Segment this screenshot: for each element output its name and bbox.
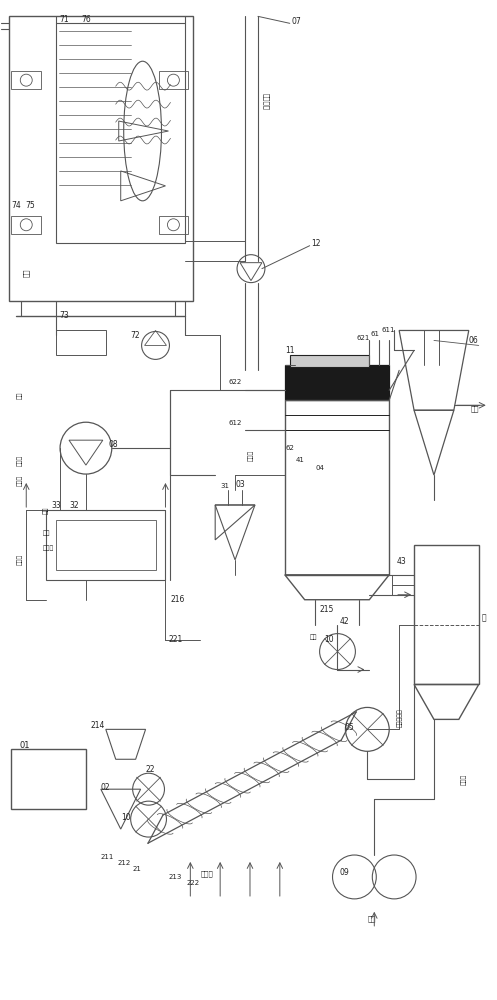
Text: 22: 22	[146, 765, 155, 774]
Bar	[56, 330, 106, 355]
Bar	[414, 545, 479, 684]
Text: 31: 31	[220, 483, 229, 489]
Text: 71: 71	[59, 15, 69, 24]
Text: 72: 72	[131, 331, 140, 340]
Text: 05: 05	[344, 723, 354, 732]
Bar	[285, 400, 389, 575]
Text: 75: 75	[25, 201, 35, 210]
Text: 07: 07	[292, 17, 302, 26]
Text: 空气: 空气	[367, 916, 376, 922]
Text: 215: 215	[320, 605, 334, 614]
Text: 热烟气: 热烟气	[17, 454, 23, 466]
Bar	[46, 510, 166, 580]
Text: 611: 611	[381, 327, 395, 333]
Bar	[11, 749, 86, 809]
Text: 热烟气: 热烟气	[17, 554, 23, 565]
Bar	[159, 71, 188, 89]
Bar	[290, 355, 369, 367]
Text: 216: 216	[170, 595, 185, 604]
Text: 热烟气: 热烟气	[248, 450, 253, 461]
Bar	[11, 71, 41, 89]
Text: 06: 06	[469, 336, 479, 345]
Text: 62: 62	[286, 445, 295, 451]
Bar	[159, 216, 188, 234]
Bar	[11, 216, 41, 234]
Text: 燃气: 燃气	[23, 268, 30, 277]
Text: 42: 42	[339, 617, 349, 626]
Text: 21: 21	[133, 866, 142, 872]
Text: 04: 04	[316, 465, 325, 471]
Text: 221: 221	[168, 635, 183, 644]
Text: 32: 32	[69, 501, 79, 510]
Text: 01: 01	[19, 741, 30, 750]
Text: 热烟气: 热烟气	[43, 545, 54, 551]
Text: 12: 12	[312, 239, 321, 248]
Polygon shape	[285, 365, 389, 400]
Bar	[56, 23, 185, 243]
Text: 11: 11	[285, 346, 294, 355]
Text: 热烟气: 热烟气	[200, 871, 213, 877]
Text: 燃气: 燃气	[43, 506, 49, 514]
Text: 74: 74	[11, 201, 21, 210]
Text: 222: 222	[186, 880, 199, 886]
Text: 621: 621	[356, 335, 370, 341]
Text: 10: 10	[325, 635, 334, 644]
Text: 76: 76	[81, 15, 90, 24]
Text: 燃气: 燃气	[43, 530, 51, 536]
Text: 08: 08	[109, 440, 118, 449]
Text: 03: 03	[235, 480, 245, 489]
Text: 飞灰: 飞灰	[471, 405, 479, 412]
Text: 炉: 炉	[482, 613, 486, 622]
Text: 214: 214	[91, 721, 105, 730]
Text: 10: 10	[121, 813, 130, 822]
Text: 炭渣: 炭渣	[310, 635, 317, 640]
Text: 热烟气: 热烟气	[17, 474, 23, 486]
Text: 热烟气: 热烟气	[461, 774, 466, 785]
Text: 211: 211	[101, 854, 114, 860]
Text: 43: 43	[396, 557, 406, 566]
Text: 212: 212	[118, 860, 131, 866]
Text: 61: 61	[370, 331, 379, 337]
Text: 09: 09	[339, 868, 349, 877]
Text: 622: 622	[228, 379, 242, 385]
Text: 锅炉给水: 锅炉给水	[263, 93, 269, 110]
Text: 燃气: 燃气	[17, 392, 23, 399]
Text: 燃烧炉配风: 燃烧炉配风	[397, 708, 403, 727]
Text: 73: 73	[59, 311, 69, 320]
Text: 02: 02	[101, 783, 110, 792]
Text: 612: 612	[228, 420, 242, 426]
Text: 213: 213	[168, 874, 182, 880]
Text: 41: 41	[296, 457, 305, 463]
Bar	[56, 520, 156, 570]
Bar	[9, 16, 193, 301]
Text: 33: 33	[51, 501, 61, 510]
